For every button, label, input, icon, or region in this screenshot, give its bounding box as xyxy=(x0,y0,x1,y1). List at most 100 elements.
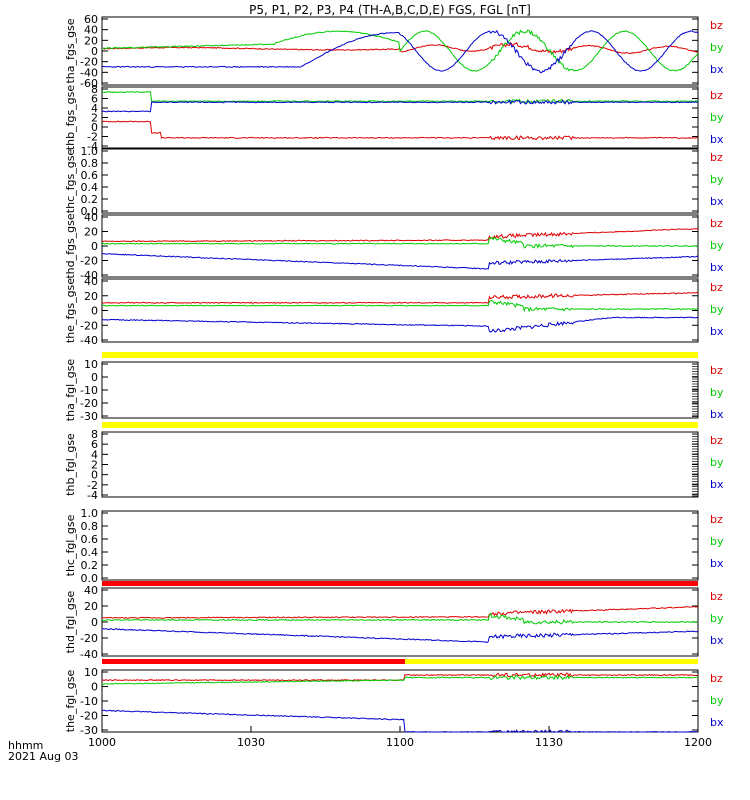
legend-by: by xyxy=(710,612,724,625)
panel-thc_fgl_gse: thc_fgl_gse 1.00.80.60.40.20.0 bz by bx xyxy=(64,507,724,586)
status-bar-yellow xyxy=(404,659,698,664)
series-line-bx xyxy=(101,252,699,270)
y-tick-label: -4 xyxy=(87,489,98,502)
legend-by: by xyxy=(710,694,724,707)
y-tick-label: -40 xyxy=(80,334,98,347)
y-tick-label: 0.0 xyxy=(81,572,99,585)
y-tick-label: 10 xyxy=(84,666,98,679)
y-tick-label: -20 xyxy=(80,56,98,69)
y-tick-label: -20 xyxy=(80,710,98,723)
y-axis-label: tha_fgs_gse xyxy=(64,18,77,83)
y-tick-label: -20 xyxy=(80,255,98,268)
y-axis-label: the_fgs_gse xyxy=(64,278,77,343)
y-tick-label: -40 xyxy=(80,66,98,79)
y-tick-label: 0.2 xyxy=(81,193,99,206)
legend-bz: bz xyxy=(710,590,723,603)
y-tick-label: 1.0 xyxy=(81,145,99,158)
y-tick-label: -20 xyxy=(80,319,98,332)
y-tick-label: -10 xyxy=(80,695,98,708)
panel-tha_fgl_gse: tha_fgl_gse 100-10-20-30 bz by bx xyxy=(64,352,724,423)
y-tick-label: 0.6 xyxy=(81,169,99,182)
y-tick-label: -2 xyxy=(87,131,98,144)
y-tick-label: -20 xyxy=(80,397,98,410)
series-line-by xyxy=(102,91,699,105)
y-axis-label: thb_fgs_gse xyxy=(64,85,77,151)
y-tick-label: 8 xyxy=(91,83,98,96)
legend-bx: bx xyxy=(710,133,724,146)
y-tick-label: 0 xyxy=(91,240,98,253)
y-tick-label: 0.6 xyxy=(81,533,99,546)
panel-thc_fgs_gse: thc_fgs_gse 1.00.80.60.40.20.0 bz by bx xyxy=(64,145,724,218)
series-line-bx xyxy=(101,99,699,113)
panel-frame xyxy=(101,510,699,581)
series-line-by xyxy=(101,29,699,72)
y-tick-label: 4 xyxy=(91,448,98,461)
y-axis-label: thd_fgl_gse xyxy=(64,590,77,653)
panel-the_fgs_gse: the_fgs_gse 40 20 0-20 -40 bz by bx xyxy=(64,275,724,347)
y-tick-label: 0 xyxy=(91,681,98,694)
y-axis-label: tha_fgl_gse xyxy=(64,359,77,422)
series-line-bx xyxy=(101,628,699,644)
series-line-by xyxy=(101,299,699,313)
date-label: 2021 Aug 03 xyxy=(8,750,78,763)
series-line-bx xyxy=(102,316,699,333)
series-line-bz xyxy=(101,291,699,304)
status-bar-red xyxy=(102,581,698,586)
legend-bx: bx xyxy=(710,478,724,491)
legend-bx: bx xyxy=(710,716,724,729)
y-axis-label: thc_fgs_gse xyxy=(64,149,77,214)
series-line-by xyxy=(102,612,699,625)
x-tick-label: 1100 xyxy=(386,736,414,749)
status-bar-red xyxy=(102,659,405,664)
status-bar-yellow xyxy=(102,352,698,358)
plot-title: P5, P1, P2, P3, P4 (TH-A,B,C,D,E) FGS, F… xyxy=(249,3,531,17)
series-line-bz xyxy=(101,228,699,243)
y-tick-label: 0.4 xyxy=(81,546,99,559)
legend-bz: bz xyxy=(710,19,723,32)
legend-bz: bz xyxy=(710,513,723,526)
y-tick-label: -30 xyxy=(80,410,98,423)
y-tick-label: 40 xyxy=(84,211,98,224)
y-tick-label: 6 xyxy=(91,93,98,106)
x-tick-label: 1030 xyxy=(237,736,265,749)
panel-frame xyxy=(101,278,699,343)
y-tick-label: 20 xyxy=(84,226,98,239)
y-tick-label: 0 xyxy=(91,121,98,134)
x-axis: 1000 1030 1100 1130 1200 xyxy=(88,726,712,749)
y-tick-label: -4 xyxy=(87,140,98,153)
legend-bz: bz xyxy=(710,89,723,102)
series-line-bx xyxy=(101,29,699,74)
legend-bz: bz xyxy=(710,217,723,230)
legend-by: by xyxy=(710,173,724,186)
y-tick-label: 40 xyxy=(84,24,98,37)
y-tick-label: 0 xyxy=(91,45,98,58)
y-tick-label: 0.2 xyxy=(81,559,99,572)
y-tick-label: 20 xyxy=(84,290,98,303)
series-line-by xyxy=(101,236,699,249)
y-tick-label: 0.8 xyxy=(81,520,99,533)
y-tick-label: -20 xyxy=(80,632,98,645)
status-bar-yellow xyxy=(102,422,698,428)
legend-bz: bz xyxy=(710,672,723,685)
panel-frame xyxy=(101,431,699,498)
y-tick-label: 0.8 xyxy=(81,157,99,170)
y-tick-label: -40 xyxy=(80,269,98,282)
y-tick-label: -40 xyxy=(80,648,98,661)
legend-bz: bz xyxy=(710,364,723,377)
legend-by: by xyxy=(710,239,724,252)
y-tick-label: 1.0 xyxy=(81,507,99,520)
y-tick-label: -30 xyxy=(80,724,98,737)
y-tick-label: 6 xyxy=(91,438,98,451)
y-tick-label: 2 xyxy=(91,112,98,125)
y-axis-label: thc_fgl_gse xyxy=(64,514,77,576)
y-tick-label: 40 xyxy=(84,584,98,597)
legend-bx: bx xyxy=(710,408,724,421)
series-line-bz xyxy=(101,672,699,682)
y-tick-label: 4 xyxy=(91,102,98,115)
y-tick-label: 8 xyxy=(91,428,98,441)
series-line-bz xyxy=(101,120,699,141)
panels-group: tha_fgs_gse 6040200-20-40-60bzbybxthb_fgs… xyxy=(64,13,724,737)
series-line-bz xyxy=(101,606,699,619)
y-tick-label: 40 xyxy=(84,275,98,288)
